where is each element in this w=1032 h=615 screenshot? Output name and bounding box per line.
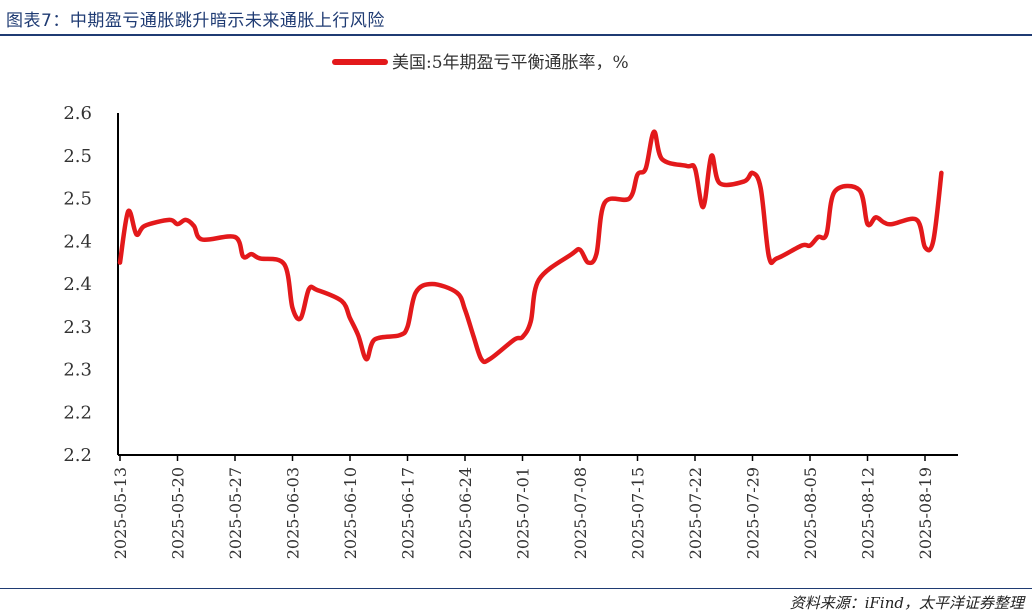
x-tick-label: 2025-06-24: [456, 467, 475, 559]
footer-divider: [0, 588, 1032, 589]
x-tick-label: 2025-05-13: [111, 467, 130, 559]
x-tick-label: 2025-05-27: [226, 467, 245, 559]
x-tick-label: 2025-06-17: [399, 467, 418, 559]
y-tick-label: 2.6: [63, 103, 92, 124]
legend-label: 美国:5年期盈亏平衡通胀率，%: [392, 53, 629, 73]
x-tick-label: 2025-07-08: [571, 467, 590, 559]
figure-title: 图表7：中期盈亏通胀跳升暗示未来通胀上行风险: [6, 11, 385, 31]
x-tick-labels: 2025-05-13 2025-05-20 2025-05-27 2025-06-03…: [111, 455, 935, 559]
series-layer: [117, 129, 944, 365]
x-tick-label: 2025-07-01: [514, 467, 533, 559]
chart-axes: [117, 113, 958, 456]
x-tick-label: 2025-08-05: [801, 467, 820, 559]
y-tick-label: 2.5: [63, 189, 92, 210]
y-tick-label: 2.2: [63, 402, 92, 423]
y-tick-label: 2.3: [63, 317, 92, 338]
x-tick-label: 2025-08-12: [859, 467, 878, 559]
y-tick-label: 2.4: [63, 231, 92, 252]
x-tick-label: 2025-06-10: [341, 467, 360, 559]
y-tick-label: 2.5: [63, 146, 92, 167]
y-tick-label: 2.2: [63, 445, 92, 466]
chart-legend: 美国:5年期盈亏平衡通胀率，%: [332, 53, 629, 73]
y-tick-labels: 2.2 2.2 2.3 2.3 2.4 2.4 2.5 2.5 2.6: [63, 103, 92, 466]
figure-header: 图表7：中期盈亏通胀跳升暗示未来通胀上行风险: [0, 0, 1032, 36]
x-tick-label: 2025-08-19: [916, 467, 935, 559]
y-tick-label: 2.3: [63, 360, 92, 381]
x-tick-label: 2025-06-03: [284, 467, 303, 559]
x-tick-label: 2025-07-15: [629, 467, 648, 559]
series-line: [117, 129, 944, 365]
y-tick-label: 2.4: [63, 274, 92, 295]
line-chart: 美国:5年期盈亏平衡通胀率，% 2.2 2.2 2.3 2.3 2.4 2.4 2.5 2.5…: [63, 53, 958, 559]
source-note: 资料来源：iFind，太平洋证券整理: [789, 594, 1024, 612]
x-tick-label: 2025-05-20: [169, 467, 188, 559]
x-tick-label: 2025-07-29: [744, 467, 763, 559]
x-tick-label: 2025-07-22: [686, 467, 705, 559]
